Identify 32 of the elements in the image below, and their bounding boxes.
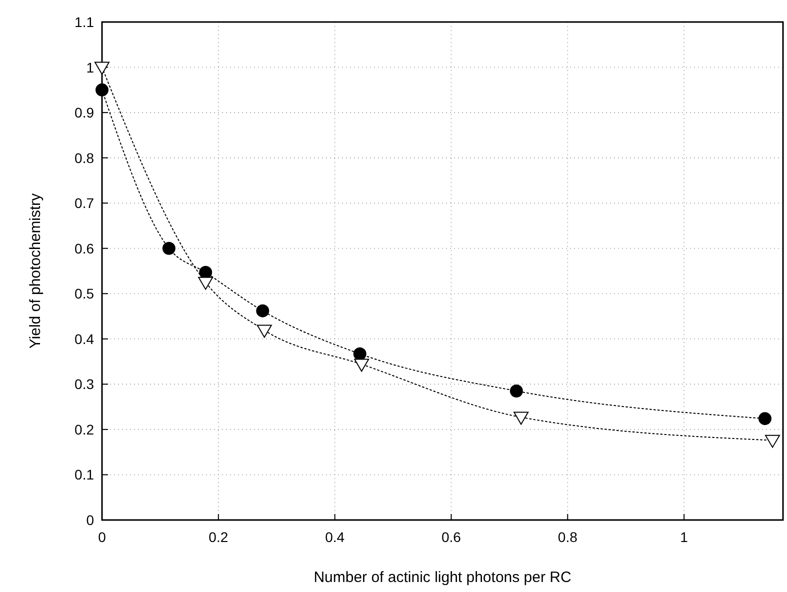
point [514,412,529,425]
point [765,434,780,448]
x-tick-label: 0.6 [441,529,462,545]
x-tick-label: 0.4 [325,529,345,545]
x-axis-title: Number of actinic light photons per RC [314,569,572,586]
y-tick-label: 0.6 [74,240,94,256]
point [353,347,366,360]
point [354,358,370,372]
x-tick-label: 0.2 [208,529,228,545]
y-tick-label: 0.5 [74,286,94,302]
x-tick-label: 1 [680,529,688,545]
point [96,83,108,96]
y-tick-label: 1 [86,59,94,76]
point [198,276,214,290]
point [256,304,270,318]
y-tick-label: 0.2 [74,421,94,438]
point [758,412,772,426]
point [162,242,176,255]
y-tick-label: 0.8 [74,150,94,166]
point [199,266,212,279]
y-tick-label: 0 [86,512,94,528]
x-tick-label: 0.8 [558,529,578,545]
point [510,384,523,398]
x-tick-label: 0 [98,529,106,545]
y-tick-label: 0.1 [74,466,94,483]
y-tick-label: 0.7 [74,195,94,212]
y-tick-label: 1.1 [74,14,94,30]
y-tick-label: 0.3 [74,376,94,392]
y-axis-title: Yield of photochemistry [27,192,44,349]
point [256,324,272,338]
y-tick-label: 0.4 [74,330,94,347]
y-tick-label: 0.9 [74,104,94,121]
